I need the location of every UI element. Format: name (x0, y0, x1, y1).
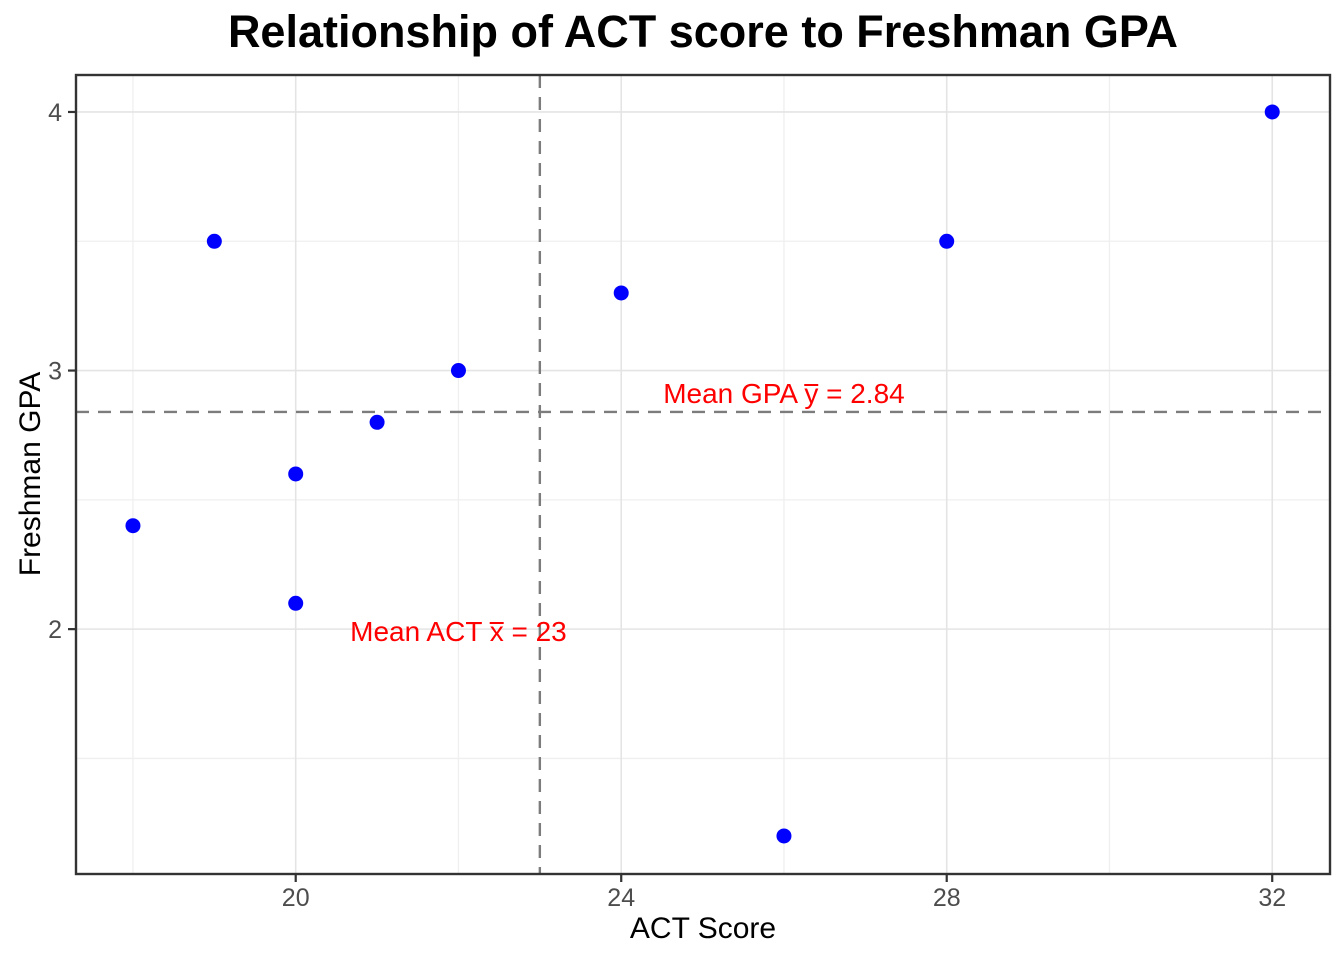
data-point (125, 518, 141, 534)
x-tick-label: 20 (282, 884, 310, 912)
x-tick-label: 28 (933, 884, 961, 912)
x-bar-symbol: x (489, 615, 504, 647)
x-axis-title: ACT Score (629, 912, 777, 945)
y-bar-symbol: y (804, 377, 819, 409)
data-point (1264, 104, 1280, 120)
y-axis-title: Freshman GPA (14, 371, 47, 577)
data-point (288, 595, 304, 611)
x-tick-label: 24 (607, 884, 635, 912)
mean-gpa-annotation: Mean GPA y = 2.84 (663, 378, 905, 410)
x-tick-label: 32 (1258, 884, 1286, 912)
data-point (613, 285, 629, 301)
annotation-suffix: = 23 (503, 615, 567, 647)
data-point (450, 363, 466, 379)
annotation-suffix: = 2.84 (818, 377, 905, 409)
data-point (288, 466, 304, 482)
y-tick-label: 2 (48, 616, 62, 644)
annotation-prefix: Mean GPA (663, 377, 805, 409)
chart-title: Relationship of ACT score to Freshman GP… (227, 6, 1179, 57)
panel-border (74, 73, 1332, 876)
data-point (776, 828, 792, 844)
annotation-prefix: Mean ACT (350, 615, 490, 647)
data-point (206, 233, 222, 249)
y-tick-label: 4 (48, 99, 62, 127)
data-point (369, 414, 385, 430)
y-tick-label: 3 (48, 358, 62, 386)
mean-act-annotation: Mean ACT x = 23 (350, 616, 567, 648)
data-point (939, 233, 955, 249)
